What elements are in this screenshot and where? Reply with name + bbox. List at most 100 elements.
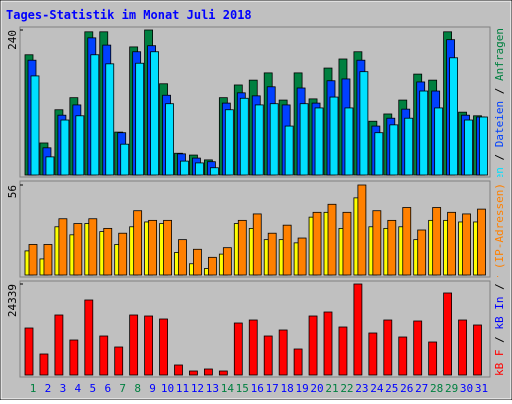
x-tick-label: 17	[266, 382, 279, 395]
bar	[165, 103, 174, 176]
bar	[447, 211, 457, 276]
bar	[477, 208, 486, 276]
bar	[389, 124, 399, 176]
x-tick-label: 3	[60, 382, 67, 395]
x-tick-label: 26	[400, 382, 413, 395]
x-tick-label: 18	[281, 382, 294, 395]
bar	[314, 107, 324, 176]
x-tick-label: 16	[251, 382, 264, 395]
bar	[458, 319, 467, 376]
bar	[203, 368, 213, 376]
bar	[189, 370, 198, 376]
bar	[144, 315, 154, 376]
bar	[73, 223, 83, 276]
bar	[150, 51, 160, 176]
legend-entry: Rechner (IP-Adressen)	[493, 183, 506, 322]
x-tick-label: 5	[89, 382, 96, 395]
x-tick-label: 11	[176, 382, 189, 395]
chart-title: Tages-Statistik im Monat Juli 2018	[6, 8, 252, 22]
bar	[297, 237, 307, 276]
legend: Besuche / Rechner (IP-Adressen)	[493, 183, 506, 322]
bar	[374, 132, 384, 176]
bar	[45, 156, 55, 176]
bar	[239, 97, 249, 176]
legend: Seiten / Dateien / Anfragen	[493, 28, 506, 207]
x-tick-label: 6	[104, 382, 111, 395]
bar	[69, 339, 79, 376]
bar	[357, 184, 367, 276]
x-tick-label: 9	[149, 382, 156, 395]
x-tick-label: 24	[370, 382, 384, 395]
bar	[88, 218, 98, 276]
bar	[293, 348, 303, 376]
bar	[432, 207, 442, 276]
bar	[180, 160, 189, 176]
y-tick-label: 56	[6, 185, 19, 198]
x-tick-label: 1	[30, 382, 37, 395]
bar	[473, 324, 482, 376]
bar	[195, 162, 204, 176]
bar	[464, 119, 473, 176]
bar	[30, 75, 40, 176]
bar	[327, 203, 337, 276]
bar	[263, 335, 273, 376]
bar	[308, 315, 318, 376]
bar	[338, 326, 348, 376]
bar	[60, 119, 70, 176]
bar	[222, 247, 232, 276]
bar	[105, 63, 115, 176]
bar	[209, 167, 219, 176]
x-tick-label: 29	[445, 382, 458, 395]
bar	[120, 143, 130, 176]
bar	[58, 218, 68, 276]
bar	[368, 332, 378, 376]
bar	[383, 319, 393, 376]
bar	[462, 213, 471, 276]
bar	[237, 219, 247, 276]
legend-entry: Dateien	[493, 101, 506, 147]
x-tick-label: 2	[45, 382, 52, 395]
bar	[398, 336, 408, 376]
bar	[449, 57, 459, 176]
bar	[90, 54, 100, 176]
legend: kB F / kB In / kB Out	[493, 277, 506, 376]
bar	[75, 115, 85, 176]
bar	[443, 292, 453, 376]
x-tick-label: 13	[206, 382, 219, 395]
bar	[353, 283, 363, 376]
x-tick-label: 8	[134, 382, 141, 395]
legend-text: Seiten / Dateien / Anfragen	[493, 28, 506, 207]
bar	[342, 211, 352, 276]
bar	[419, 90, 429, 176]
bar	[312, 211, 322, 276]
bar	[269, 103, 279, 176]
legend-entry: Seiten	[493, 167, 506, 207]
x-tick-label: 28	[430, 382, 443, 395]
bar	[267, 232, 277, 276]
bar	[118, 232, 128, 276]
legend-entry: Anfragen	[493, 28, 506, 81]
x-tick-label: 22	[340, 382, 353, 395]
x-tick-label: 27	[415, 382, 428, 395]
bar	[99, 335, 109, 376]
bar	[24, 327, 34, 376]
legend-separator: /	[493, 277, 506, 297]
bar	[84, 299, 94, 376]
bar	[163, 219, 172, 276]
bar	[359, 71, 369, 176]
bar	[233, 322, 243, 376]
legend-separator: /	[493, 81, 506, 101]
x-tick-label: 25	[385, 382, 398, 395]
bar	[207, 256, 217, 276]
x-tick-label: 31	[475, 382, 488, 395]
bar	[129, 314, 139, 376]
bar	[114, 346, 124, 376]
bar	[135, 62, 145, 176]
bar	[329, 96, 339, 176]
x-tick-label: 20	[310, 382, 323, 395]
legend-entry: kB In	[493, 297, 506, 330]
bar	[434, 107, 444, 176]
x-tick-label: 4	[75, 382, 82, 395]
bar	[402, 207, 412, 276]
y-tick-label: 24339	[6, 284, 19, 317]
